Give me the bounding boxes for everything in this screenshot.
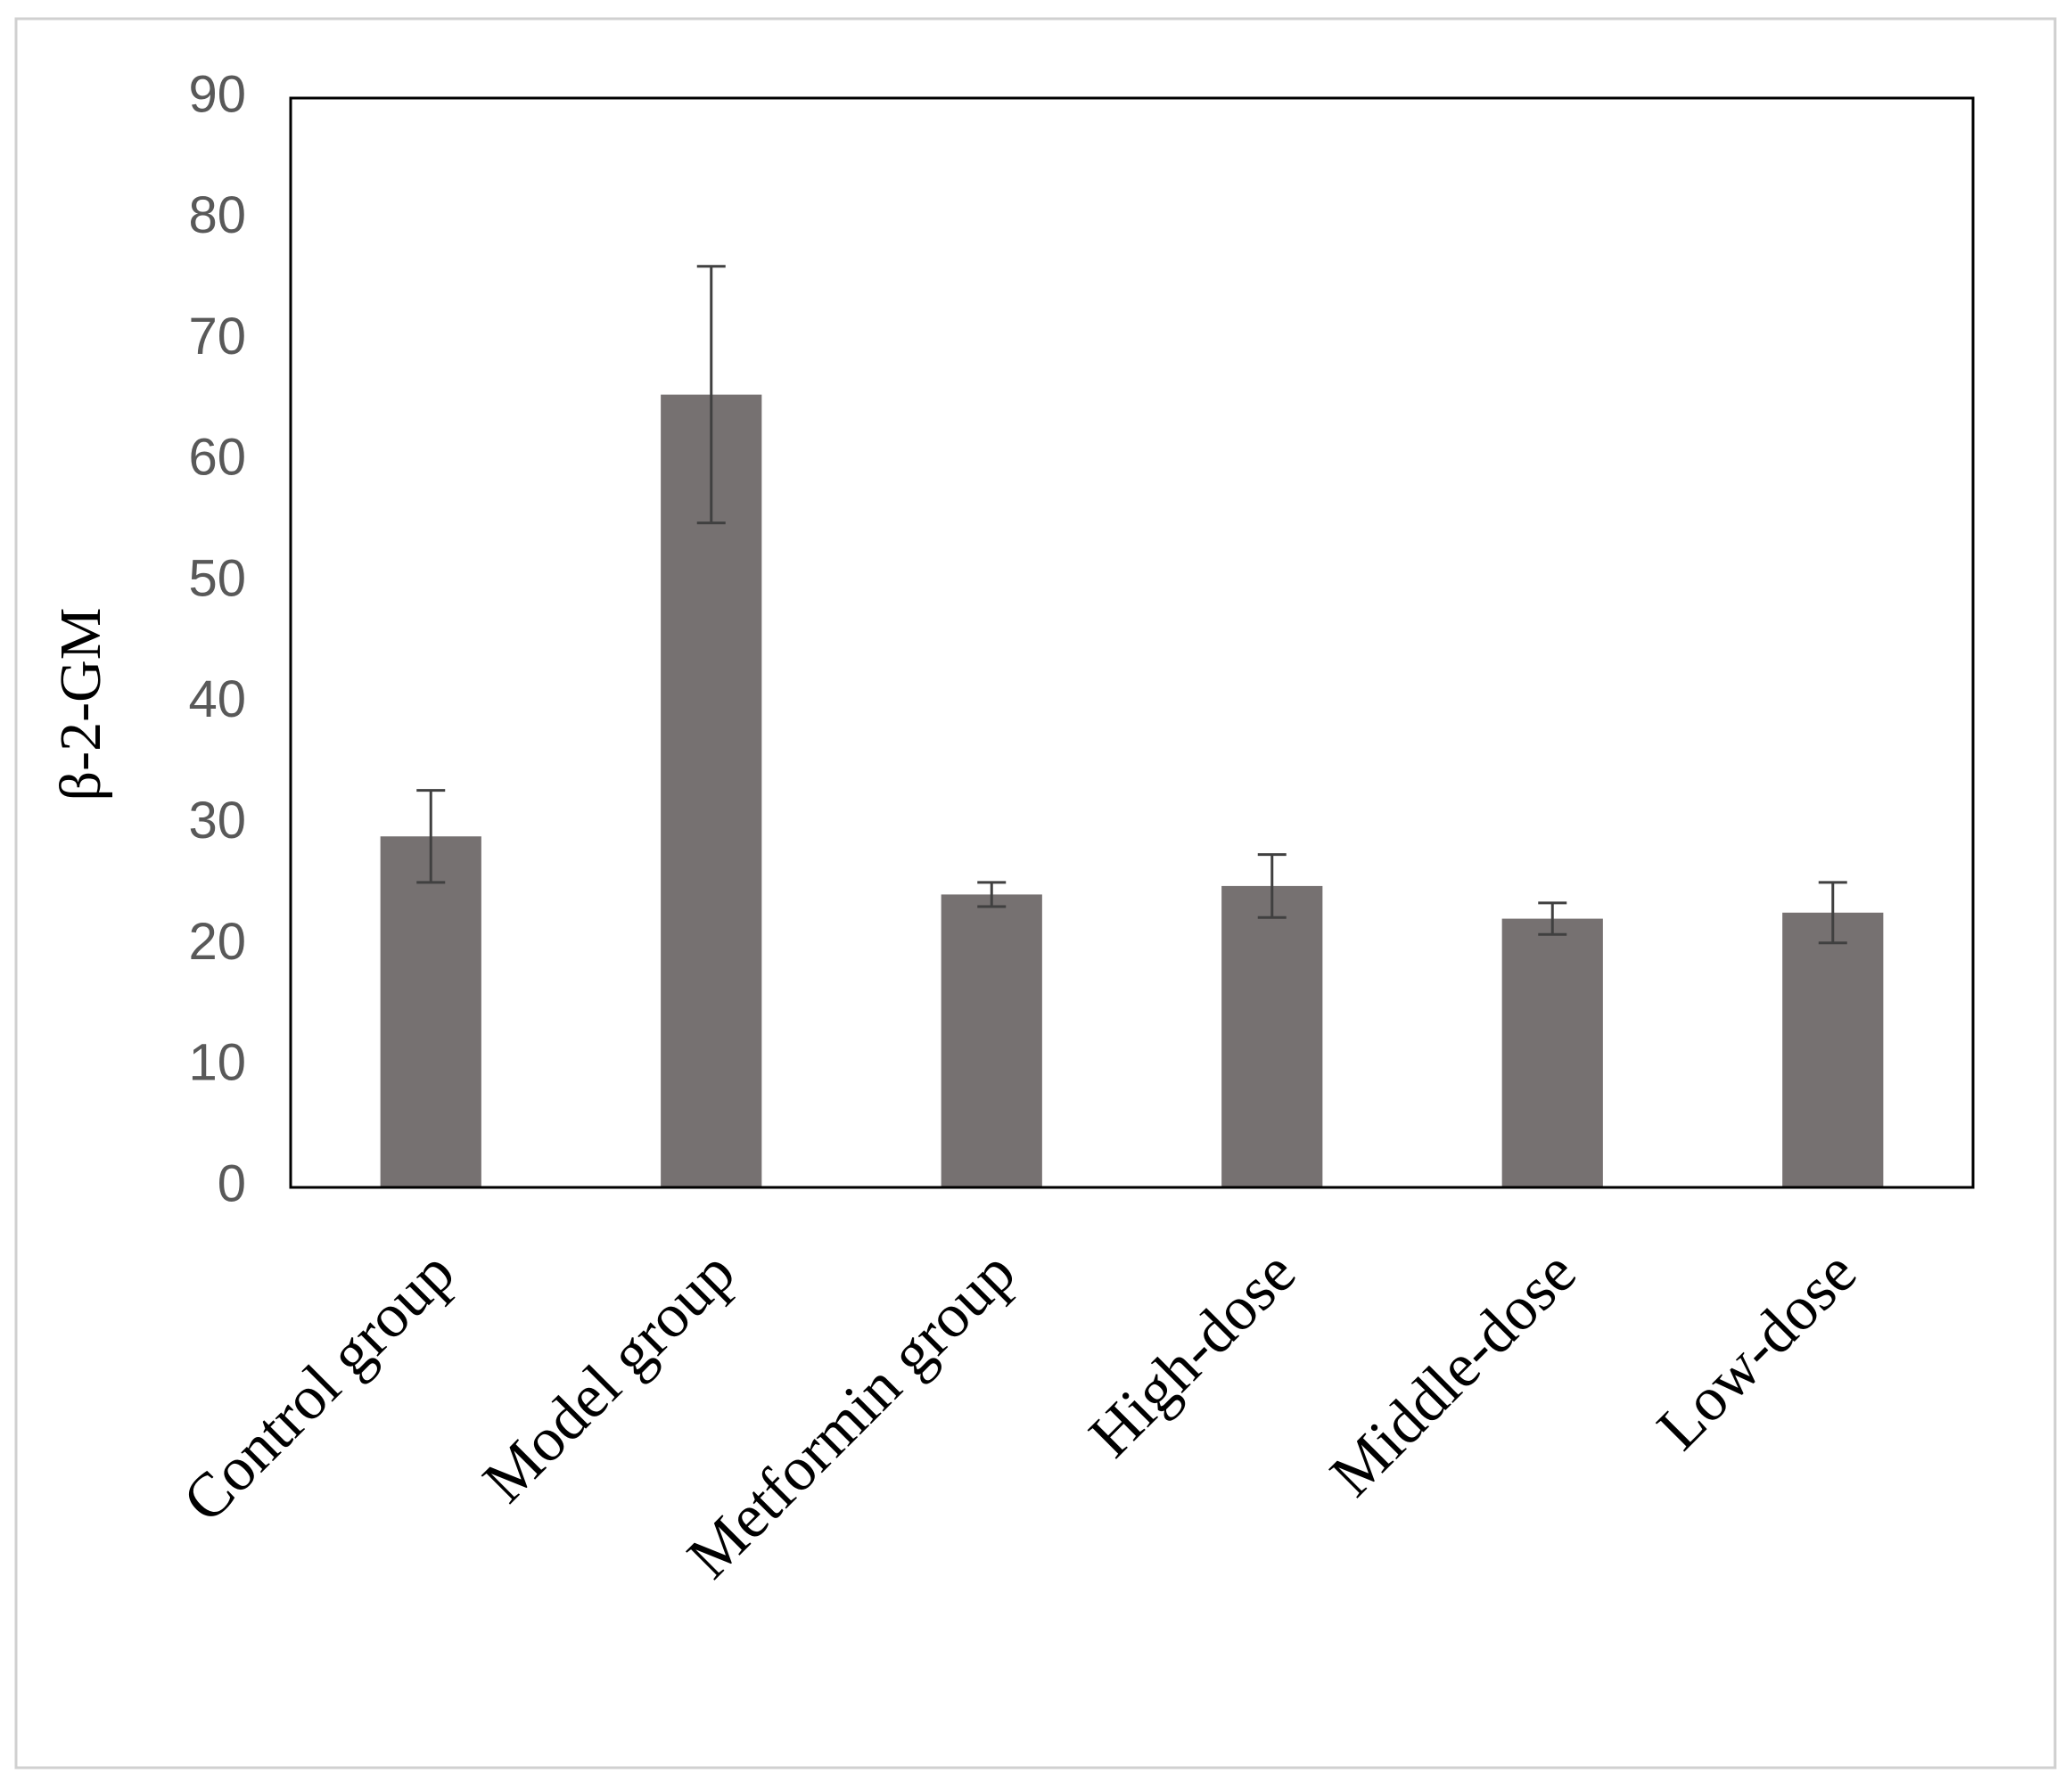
- error-bar: [977, 881, 1007, 908]
- error-bar: [696, 265, 726, 525]
- y-tick-label: 60: [188, 429, 246, 487]
- y-tick-label: 80: [188, 186, 246, 244]
- outer-frame: [14, 17, 2057, 1769]
- error-bar: [1257, 853, 1287, 919]
- y-tick-label: 90: [188, 65, 246, 123]
- y-tick-label: 50: [188, 549, 246, 607]
- y-tick-label: 70: [188, 308, 246, 365]
- bar: [941, 894, 1042, 1187]
- bar: [1501, 918, 1603, 1187]
- y-tick-label: 20: [188, 913, 246, 971]
- bar: [1221, 885, 1323, 1187]
- plot-frame: [289, 96, 1975, 1189]
- bar: [661, 394, 762, 1188]
- y-tick-label: 40: [188, 670, 246, 728]
- error-bar: [416, 789, 446, 884]
- error-bar: [1538, 901, 1567, 936]
- error-bar: [1818, 881, 1847, 945]
- y-axis-title: β-2-GM: [48, 608, 113, 801]
- bar: [1782, 912, 1884, 1187]
- y-tick-label: 10: [188, 1034, 246, 1092]
- y-tick-label: 0: [218, 1154, 246, 1212]
- y-tick-label: 30: [188, 792, 246, 850]
- bar: [380, 836, 481, 1187]
